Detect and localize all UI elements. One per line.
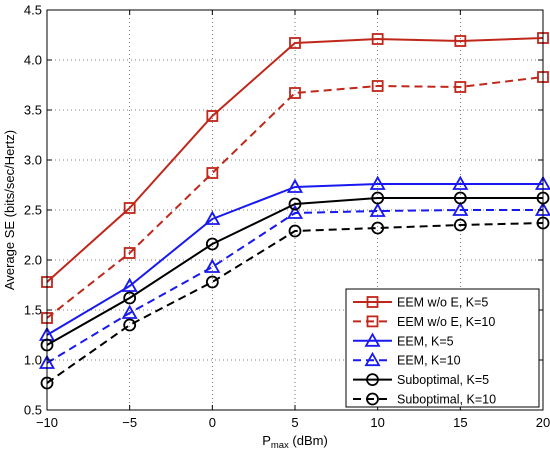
- legend-label: Suboptimal, K=10: [397, 393, 496, 407]
- series-5: [40, 191, 550, 352]
- series-1: [41, 32, 549, 288]
- series-layer: [38, 32, 550, 390]
- axis-ticks: −10 −5 0 5 10 15 20 0.5 1.0 1.5 2.0 2.5 3.0 3.5 4.0 4.5: [24, 3, 550, 431]
- legend-entry: EEM w/o E, K=5: [353, 296, 488, 310]
- data-point-circle: [205, 237, 219, 251]
- y-tick-label: 2.5: [24, 203, 42, 218]
- data-point-triangle: [286, 178, 304, 193]
- data-point-square: [454, 35, 467, 47]
- series-line: [46, 222, 544, 384]
- data-point-circle: [205, 275, 219, 289]
- series-line: [46, 197, 543, 346]
- data-point-square: [371, 33, 384, 45]
- x-tick-label: 20: [536, 415, 550, 430]
- data-point-circle: [366, 392, 379, 406]
- legend-label: Suboptimal, K=5: [397, 373, 489, 387]
- legend-entry: Suboptimal, K=10: [353, 393, 496, 407]
- series-2: [41, 71, 549, 324]
- data-point-triangle: [369, 202, 386, 217]
- data-point-square: [289, 37, 301, 49]
- x-tick-label: 15: [453, 415, 467, 430]
- y-tick-label: 1.0: [24, 353, 42, 368]
- data-point-square: [206, 167, 219, 179]
- data-point-circle: [366, 373, 379, 387]
- data-point-square: [289, 87, 301, 99]
- series-line: [46, 37, 544, 283]
- data-point-square: [366, 296, 379, 308]
- data-point-circle: [123, 318, 137, 332]
- data-point-circle: [453, 191, 467, 205]
- data-point-circle: [288, 224, 302, 238]
- series-4: [38, 201, 550, 369]
- legend-label: EEM, K=5: [397, 334, 454, 348]
- legend-label: EEM w/o E, K=10: [397, 315, 495, 329]
- data-point-triangle: [452, 175, 469, 190]
- data-point-triangle: [364, 332, 381, 347]
- data-point-triangle: [364, 351, 381, 367]
- legend-entry: EEM, K=5: [353, 332, 454, 348]
- data-point-square: [123, 247, 136, 259]
- y-tick-label: 4.5: [24, 3, 42, 18]
- legend: EEM w/o E, K=5 EEM w/o E, K=10 EEM, K=5 EEM…: [345, 288, 540, 408]
- y-tick-label: 2.0: [24, 253, 42, 268]
- data-point-circle: [288, 197, 302, 211]
- data-point-circle: [371, 221, 385, 235]
- legend-entry: Suboptimal, K=5: [353, 373, 489, 387]
- y-tick-label: 3.5: [24, 103, 42, 118]
- series-line: [46, 209, 543, 364]
- x-tick-label: 5: [291, 415, 298, 430]
- data-point-triangle: [452, 201, 469, 216]
- data-point-square: [206, 110, 219, 122]
- y-tick-label: 3.0: [24, 153, 42, 168]
- x-tick-label: 10: [370, 415, 384, 430]
- x-tick-label: −5: [122, 415, 137, 430]
- data-point-triangle: [204, 258, 221, 273]
- x-tick-label: 0: [209, 415, 216, 430]
- y-tick-label: 1.5: [24, 303, 42, 318]
- data-point-square: [454, 81, 467, 93]
- data-point-circle: [123, 291, 137, 305]
- data-point-triangle: [121, 277, 138, 292]
- data-point-circle: [371, 191, 385, 205]
- legend-entry: EEM w/o E, K=10: [353, 315, 495, 329]
- x-axis-title: Pmax (dBm): [262, 433, 328, 451]
- data-point-square: [123, 202, 136, 214]
- data-point-square: [366, 315, 379, 328]
- x-tick-label: −10: [36, 415, 58, 430]
- legend-label: EEM w/o E, K=5: [397, 296, 488, 310]
- legend-box: [345, 288, 540, 408]
- y-tick-label: 4.0: [24, 53, 42, 68]
- series-line: [46, 183, 543, 336]
- data-point-square: [371, 80, 384, 92]
- legend-entry: EEM, K=10: [353, 351, 461, 368]
- y-axis-title: Average SE (bits/sec/Hertz): [2, 130, 17, 290]
- data-point-triangle: [369, 175, 386, 190]
- data-point-circle: [453, 218, 467, 232]
- data-point-triangle: [121, 304, 138, 319]
- data-point-triangle: [286, 204, 304, 219]
- series-line: [46, 76, 544, 319]
- data-point-triangle: [204, 210, 221, 225]
- legend-label: EEM, K=10: [397, 354, 461, 368]
- y-tick-label: 0.5: [24, 403, 42, 418]
